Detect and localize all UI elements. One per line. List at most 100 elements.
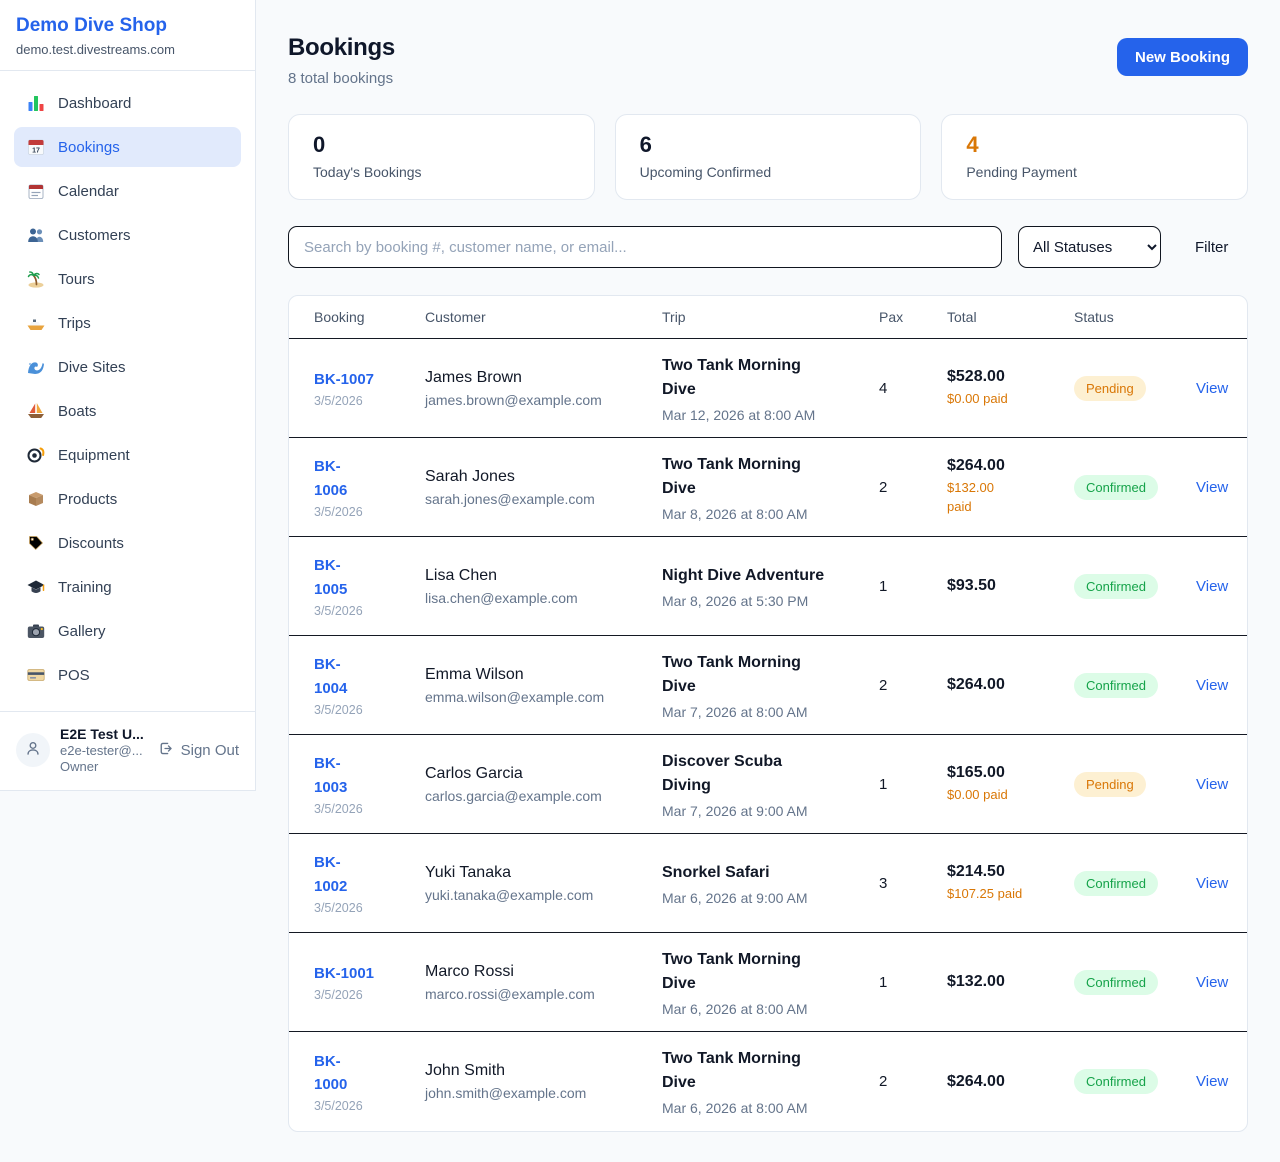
table-body: BK-1007 3/5/2026 James Brown james.brown… — [289, 339, 1247, 1131]
view-link[interactable]: View — [1196, 478, 1229, 496]
sidebar-item-customers[interactable]: Customers — [14, 215, 241, 255]
view-link[interactable]: View — [1196, 775, 1229, 793]
view-link[interactable]: View — [1196, 379, 1229, 397]
stat-card: 4 Pending Payment — [941, 114, 1248, 200]
sidebar-item-pos[interactable]: POS — [14, 655, 241, 695]
table-row: BK- 1003 3/5/2026 Carlos Garcia carlos.g… — [289, 735, 1247, 834]
trip-name: Two Tank Morning Dive — [662, 356, 801, 398]
pax-count: 2 — [879, 478, 888, 496]
sign-out-icon — [157, 740, 174, 761]
sidebar-item-training[interactable]: Training — [14, 567, 241, 607]
column-header-status: Status — [1074, 309, 1114, 325]
trip-name: Two Tank Morning Dive — [662, 455, 801, 497]
sidebar-item-products[interactable]: Products — [14, 479, 241, 519]
total-amount: $132.00 — [947, 973, 1005, 990]
booking-number-link[interactable]: BK- 1002 — [314, 854, 348, 895]
table-row: BK- 1000 3/5/2026 John Smith john.smith@… — [289, 1032, 1247, 1131]
sidebar-item-calendar[interactable]: Calendar — [14, 171, 241, 211]
products-icon — [26, 489, 46, 509]
customer-name: Yuki Tanaka — [425, 863, 511, 881]
brand-name[interactable]: Demo Dive Shop — [16, 15, 167, 36]
booking-number-link[interactable]: BK- 1005 — [314, 557, 348, 598]
view-link[interactable]: View — [1196, 577, 1229, 595]
booking-number-link[interactable]: BK- 1000 — [314, 1052, 348, 1093]
booking-number-link[interactable]: BK- 1004 — [314, 656, 348, 697]
sidebar-item-boats[interactable]: Boats — [14, 391, 241, 431]
user-name: E2E Test U... — [60, 726, 144, 742]
booking-date: 3/5/2026 — [314, 801, 363, 816]
view-link[interactable]: View — [1196, 874, 1229, 892]
sidebar-item-label: Calendar — [58, 182, 119, 200]
view-link[interactable]: View — [1196, 1073, 1229, 1090]
view-link[interactable]: View — [1196, 973, 1229, 991]
stat-value: 0 — [313, 132, 326, 157]
status-badge: Confirmed — [1074, 870, 1158, 896]
customer-name: Carlos Garcia — [425, 764, 523, 782]
stat-label: Today's Bookings — [313, 164, 422, 180]
boats-icon — [26, 401, 46, 421]
sidebar-item-label: Discounts — [58, 534, 124, 552]
tours-icon — [26, 269, 46, 289]
total-amount: $264.00 — [947, 676, 1005, 693]
trip-datetime: Mar 6, 2026 at 8:00 AM — [662, 1000, 808, 1017]
view-link[interactable]: View — [1196, 676, 1229, 694]
bookings-icon: 17 — [26, 137, 46, 157]
sidebar-item-bookings[interactable]: 17 Bookings — [14, 127, 241, 167]
customer-email: carlos.garcia@example.com — [425, 787, 602, 804]
sidebar-item-discounts[interactable]: Discounts — [14, 523, 241, 563]
status-badge: Confirmed — [1074, 474, 1158, 500]
paid-amount: $0.00 paid — [947, 390, 1008, 406]
table-row: BK-1001 3/5/2026 Marco Rossi marco.rossi… — [289, 933, 1247, 1032]
stat-card: 0 Today's Bookings — [288, 114, 595, 200]
total-amount: $214.50 — [947, 862, 1005, 880]
pax-count: 2 — [879, 676, 888, 694]
new-booking-button[interactable]: New Booking — [1116, 38, 1248, 76]
filter-bar: All Statuses Filter — [288, 226, 1248, 268]
booking-number-link[interactable]: BK- 1006 — [314, 458, 348, 499]
sidebar-item-trips[interactable]: Trips — [14, 303, 241, 343]
search-input[interactable] — [288, 226, 1002, 268]
booking-date: 3/5/2026 — [314, 394, 363, 409]
filter-button[interactable]: Filter — [1195, 238, 1229, 256]
booking-date: 3/5/2026 — [314, 504, 363, 519]
customer-email: marco.rossi@example.com — [425, 985, 595, 1002]
discounts-icon — [26, 533, 46, 553]
booking-date: 3/5/2026 — [314, 988, 363, 1003]
stats-cards: 0 Today's Bookings 6 Upcoming Confirmed … — [288, 114, 1248, 200]
customer-email: emma.wilson@example.com — [425, 688, 605, 705]
paid-amount: $107.25 paid — [947, 885, 1023, 901]
page-title: Bookings — [288, 34, 395, 61]
booking-number-link[interactable]: BK- 1003 — [314, 755, 348, 796]
trip-name: Snorkel Safari — [662, 863, 770, 881]
booking-number-link[interactable]: BK-1007 — [314, 370, 375, 388]
booking-date: 3/5/2026 — [314, 1099, 363, 1114]
table-header-row: Booking Customer Trip Pax Total Status — [289, 296, 1247, 339]
trip-datetime: Mar 12, 2026 at 8:00 AM — [662, 406, 816, 423]
customer-name: John Smith — [425, 1062, 506, 1079]
stat-label: Upcoming Confirmed — [639, 164, 772, 180]
sidebar-item-label: Gallery — [58, 622, 106, 640]
sidebar-item-equipment[interactable]: Equipment — [14, 435, 241, 475]
status-filter-select[interactable]: All Statuses — [1018, 226, 1161, 268]
sidebar-item-gallery[interactable]: Gallery — [14, 611, 241, 651]
customer-email: lisa.chen@example.com — [425, 589, 578, 606]
paid-amount: $0.00 paid — [947, 786, 1008, 802]
stat-value: 6 — [639, 132, 652, 157]
dashboard-icon — [26, 93, 46, 113]
table-row: BK-1007 3/5/2026 James Brown james.brown… — [289, 339, 1247, 438]
sidebar-item-label: Customers — [58, 226, 131, 244]
sidebar-item-dashboard[interactable]: Dashboard — [14, 83, 241, 123]
sidebar-item-tours[interactable]: Tours — [14, 259, 241, 299]
booking-number-link[interactable]: BK-1001 — [314, 964, 375, 982]
customers-icon — [26, 225, 46, 245]
calendar-icon — [26, 181, 46, 201]
sign-out-button[interactable]: Sign Out — [157, 740, 239, 761]
column-header-booking: Booking — [314, 309, 365, 325]
pax-count: 3 — [879, 874, 888, 892]
customer-name: Marco Rossi — [425, 962, 514, 980]
total-amount: $165.00 — [947, 763, 1005, 781]
sidebar-item-dive-sites[interactable]: Dive Sites — [14, 347, 241, 387]
main-content: Bookings 8 total bookings New Booking 0 … — [256, 0, 1280, 1132]
customer-name: Emma Wilson — [425, 665, 524, 683]
user-section: E2E Test U... e2e-tester@... Owner Sign … — [0, 711, 255, 790]
